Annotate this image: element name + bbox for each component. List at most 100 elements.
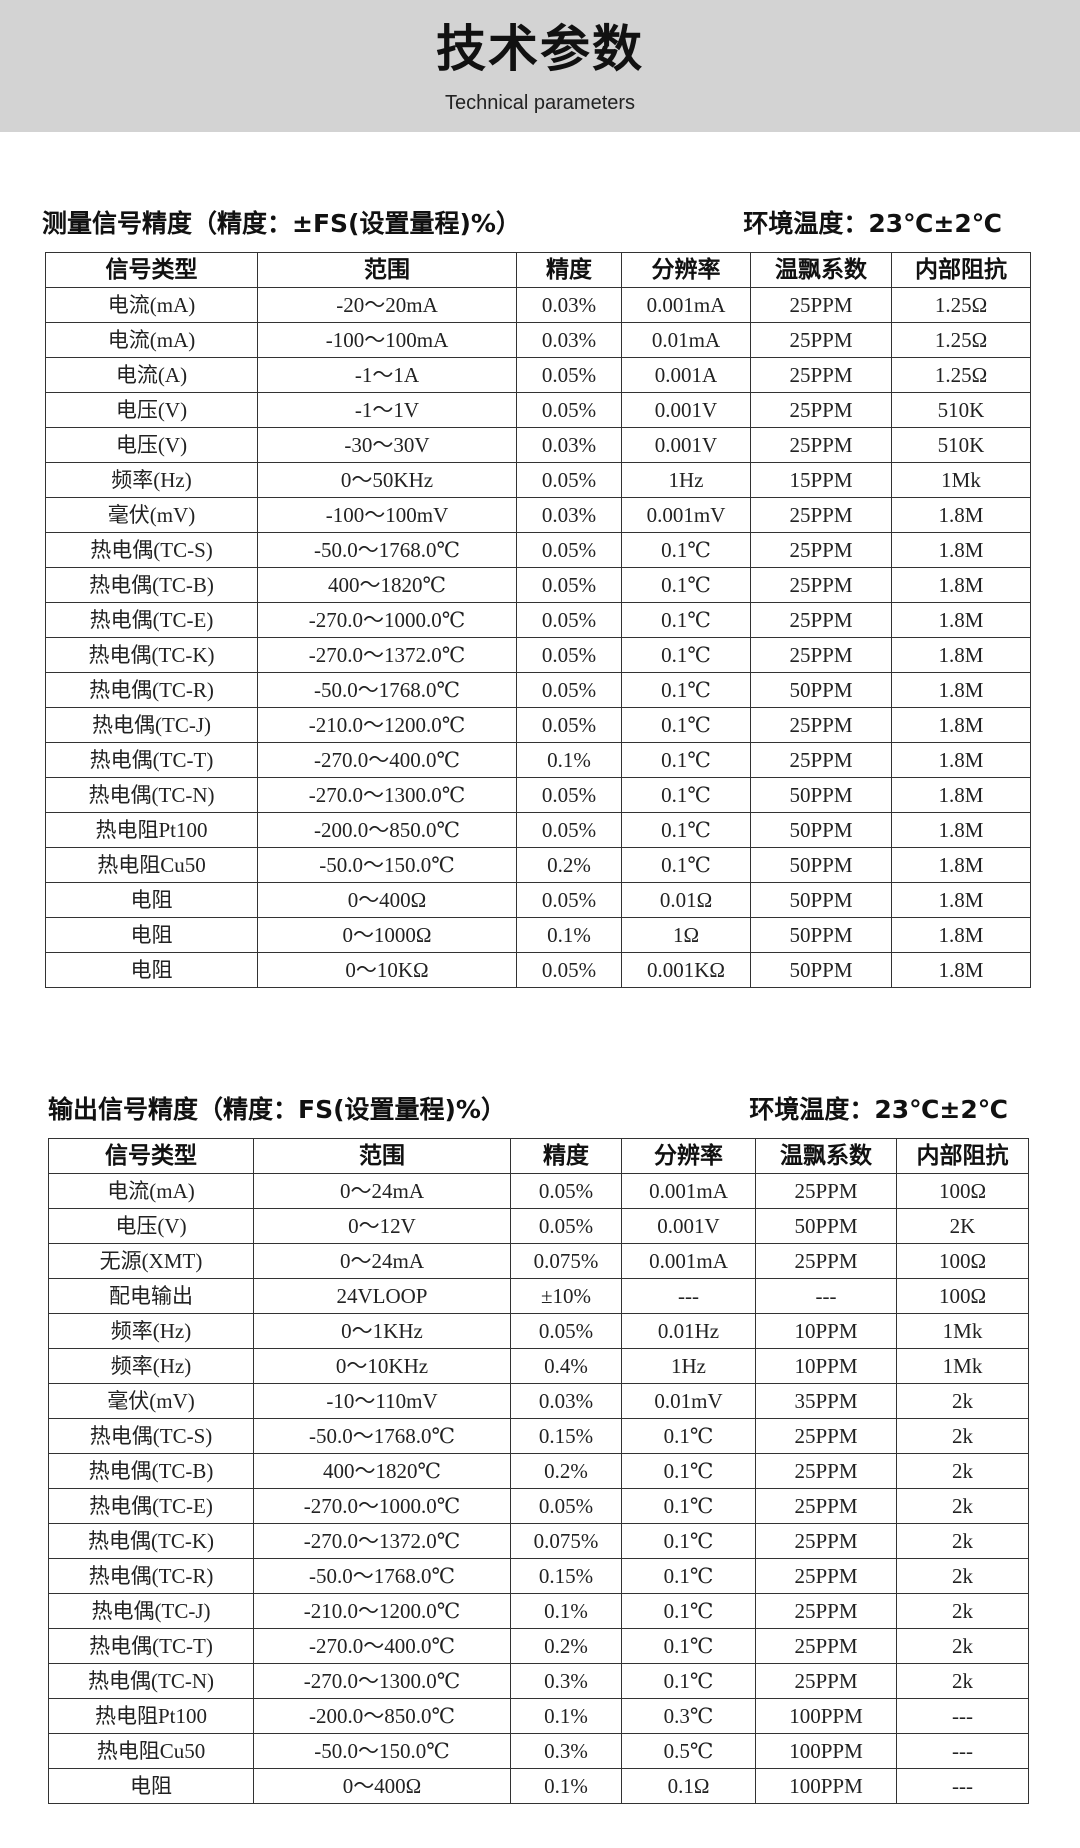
table-cell: 510K — [891, 427, 1031, 463]
table-cell: 电压(V) — [45, 427, 258, 463]
table-cell: -210.0～1200.0℃ — [253, 1593, 511, 1629]
table-cell: 1.25Ω — [891, 322, 1031, 358]
table-cell: 1.8M — [891, 952, 1031, 988]
table-cell: 0.1℃ — [621, 777, 751, 813]
table-cell: -270.0～1372.0℃ — [257, 637, 517, 673]
table-cell: 0.05% — [516, 777, 622, 813]
table-cell: 0.05% — [516, 882, 622, 918]
table-row: 热电偶(TC-S) -50.0～1768.0℃ 0.15% 0.1℃ 25PPM 2k — [48, 1418, 1029, 1454]
table-cell: 0.075% — [510, 1523, 622, 1559]
table-row: 热电偶(TC-R) -50.0～1768.0℃ 0.05% 0.1℃ 50PPM 1.8M — [45, 672, 1031, 708]
table-cell: 0.05% — [516, 812, 622, 848]
table-cell: 15PPM — [750, 462, 892, 498]
column-header: 内部阻抗 — [896, 1138, 1029, 1174]
table-cell: 0.03% — [516, 497, 622, 533]
table-row: 毫伏(mV) -10～110mV 0.03% 0.01mV 35PPM 2k — [48, 1383, 1029, 1419]
table-cell: 频率(Hz) — [48, 1313, 254, 1349]
table-row: 热电偶(TC-J) -210.0～1200.0℃ 0.05% 0.1℃ 25PPM 1.8… — [45, 707, 1031, 743]
table-cell: 1.8M — [891, 567, 1031, 603]
table-cell: 电阻 — [45, 882, 258, 918]
table-cell: 50PPM — [750, 882, 892, 918]
column-header: 范围 — [257, 252, 517, 288]
table-cell: 1.8M — [891, 917, 1031, 953]
table-cell: 50PPM — [750, 672, 892, 708]
table-cell: 510K — [891, 392, 1031, 428]
table-row: 配电输出 24VLOOP ±10% --- --- 100Ω — [48, 1278, 1029, 1314]
table-cell: --- — [896, 1698, 1029, 1734]
output-heading: 输出信号精度（精度：FS(设置量程)%） — [48, 1095, 506, 1124]
table-row: 热电阻Pt100 -200.0～850.0℃ 0.05% 0.1℃ 50PPM 1.8M — [45, 812, 1031, 848]
table-cell: 35PPM — [755, 1383, 897, 1419]
table-cell: -50.0～1768.0℃ — [257, 532, 517, 568]
table-cell: 热电阻Cu50 — [45, 847, 258, 883]
table-cell: 0.1℃ — [621, 847, 751, 883]
table-cell: 0.075% — [510, 1243, 622, 1279]
table-cell: 0.001KΩ — [621, 952, 751, 988]
table-cell: 25PPM — [755, 1593, 897, 1629]
table-cell: 100PPM — [755, 1698, 897, 1734]
table-cell: 25PPM — [750, 427, 892, 463]
table-cell: -30～30V — [257, 427, 517, 463]
table-cell: 1.8M — [891, 532, 1031, 568]
output-env-temp: 环境温度：23℃±2℃ — [749, 1095, 1008, 1124]
table-cell: 1.8M — [891, 812, 1031, 848]
table-cell: 电流(A) — [45, 357, 258, 393]
table-cell: 0.2% — [516, 847, 622, 883]
table-cell: 热电偶(TC-B) — [48, 1453, 254, 1489]
table-cell: 热电偶(TC-T) — [45, 742, 258, 778]
table-cell: -1～1V — [257, 392, 517, 428]
table-cell: 热电偶(TC-R) — [48, 1558, 254, 1594]
table-cell: 0～400Ω — [257, 882, 517, 918]
column-header: 范围 — [253, 1138, 511, 1174]
table-cell: -100～100mV — [257, 497, 517, 533]
table-cell: 0.05% — [510, 1208, 622, 1244]
table-cell: 0.2% — [510, 1628, 622, 1664]
table-row: 电阻 0～1000Ω 0.1% 1Ω 50PPM 1.8M — [45, 917, 1031, 953]
table-cell: 热电偶(TC-E) — [45, 602, 258, 638]
table-row: 电阻 0～400Ω 0.05% 0.01Ω 50PPM 1.8M — [45, 882, 1031, 918]
table-cell: 0.001V — [621, 1208, 756, 1244]
table-cell: 热电偶(TC-J) — [45, 707, 258, 743]
table-cell: 50PPM — [750, 952, 892, 988]
table-cell: 0～24mA — [253, 1173, 511, 1209]
table-cell: 25PPM — [750, 357, 892, 393]
table-cell: 电阻 — [45, 952, 258, 988]
table-cell: 25PPM — [755, 1628, 897, 1664]
table-cell: 25PPM — [750, 287, 892, 323]
table-cell: 1.8M — [891, 707, 1031, 743]
table-cell: 0.05% — [516, 952, 622, 988]
table-cell: 0.1℃ — [621, 532, 751, 568]
table-cell: 0.001V — [621, 427, 751, 463]
table-cell: 0.1℃ — [621, 1453, 756, 1489]
table-cell: -200.0～850.0℃ — [257, 812, 517, 848]
table-cell: 0.1℃ — [621, 1628, 756, 1664]
table-cell: --- — [621, 1278, 756, 1314]
table-cell: 电流(mA) — [45, 287, 258, 323]
table-cell: 0～10KΩ — [257, 952, 517, 988]
table-cell: 电压(V) — [48, 1208, 254, 1244]
table-row: 电阻 0～400Ω 0.1% 0.1Ω 100PPM --- — [48, 1768, 1029, 1804]
table-cell: -50.0～1768.0℃ — [253, 1418, 511, 1454]
table-cell: -1～1A — [257, 357, 517, 393]
table-cell: 电流(mA) — [45, 322, 258, 358]
table-cell: 0.03% — [516, 287, 622, 323]
table-cell: 2k — [896, 1558, 1029, 1594]
table-cell: 0.1℃ — [621, 812, 751, 848]
table-cell: 0.01mV — [621, 1383, 756, 1419]
table-cell: -50.0～150.0℃ — [257, 847, 517, 883]
table-cell: 0.1℃ — [621, 1418, 756, 1454]
table-cell: 2k — [896, 1488, 1029, 1524]
table-row: 热电阻Cu50 -50.0～150.0℃ 0.3% 0.5℃ 100PPM --- — [48, 1733, 1029, 1769]
table-cell: 0.1℃ — [621, 1523, 756, 1559]
table-cell: 0～1KHz — [253, 1313, 511, 1349]
table-cell: 0～10KHz — [253, 1348, 511, 1384]
table-cell: 毫伏(mV) — [45, 497, 258, 533]
table-cell: 2k — [896, 1383, 1029, 1419]
table-cell: 25PPM — [755, 1488, 897, 1524]
table-cell: 热电阻Cu50 — [48, 1733, 254, 1769]
column-header: 内部阻抗 — [891, 252, 1031, 288]
table-row: 热电偶(TC-T) -270.0～400.0℃ 0.1% 0.1℃ 25PPM 1.8M — [45, 742, 1031, 778]
table-row: 毫伏(mV) -100～100mV 0.03% 0.001mV 25PPM 1.8M — [45, 497, 1031, 533]
table-cell: ±10% — [510, 1278, 622, 1314]
table-cell: 0.1℃ — [621, 567, 751, 603]
